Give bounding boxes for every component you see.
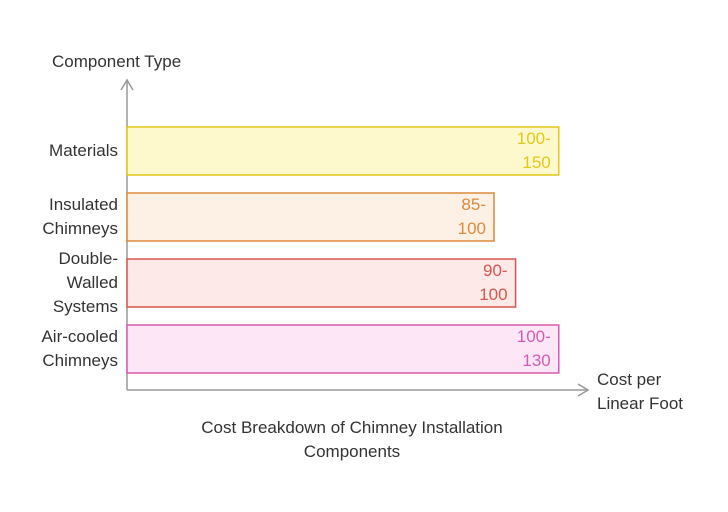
y-tick-label: Double-Walled Systems (52, 249, 118, 316)
y-tick-label: Insulated Chimneys (42, 195, 118, 238)
bar (126, 258, 517, 308)
chart-title: Cost Breakdown of Chimney Installation C… (201, 418, 503, 461)
y-axis-label: Component Type (52, 52, 182, 71)
value-label: 90-100 (479, 261, 508, 304)
value-label: 100-150 (516, 129, 551, 172)
bar (126, 324, 560, 374)
bar (126, 192, 495, 242)
x-axis-arrow (577, 383, 590, 397)
bar (126, 126, 560, 176)
x-axis-label: Cost per Linear Foot (597, 370, 683, 413)
value-label: 85-100 (457, 195, 486, 238)
y-tick-label: Materials (49, 141, 118, 160)
y-axis-arrow (120, 78, 134, 91)
value-label: 100-130 (516, 327, 551, 370)
y-tick-label: Air-cooled Chimneys (41, 327, 118, 370)
